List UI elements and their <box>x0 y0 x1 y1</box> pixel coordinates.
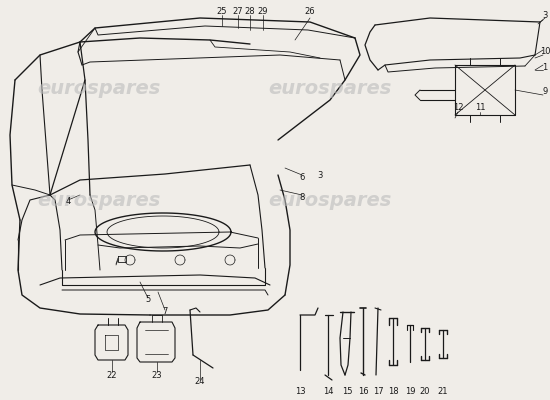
Text: 21: 21 <box>438 388 448 396</box>
Text: 26: 26 <box>305 8 315 16</box>
Text: eurospares: eurospares <box>37 190 161 210</box>
Text: 7: 7 <box>162 308 168 316</box>
Text: 9: 9 <box>542 88 548 96</box>
Text: 20: 20 <box>420 388 430 396</box>
Text: 3: 3 <box>317 170 323 180</box>
Text: 29: 29 <box>258 8 268 16</box>
Text: 28: 28 <box>245 8 255 16</box>
Text: 18: 18 <box>388 388 398 396</box>
Text: 14: 14 <box>323 388 333 396</box>
Text: 24: 24 <box>195 378 205 386</box>
Text: 15: 15 <box>342 388 352 396</box>
Text: 19: 19 <box>405 388 415 396</box>
Text: 23: 23 <box>152 370 162 380</box>
Text: 16: 16 <box>358 388 368 396</box>
Text: 10: 10 <box>540 48 550 56</box>
Text: 8: 8 <box>299 194 305 202</box>
Text: 12: 12 <box>453 104 463 112</box>
Text: 27: 27 <box>233 8 243 16</box>
Text: 13: 13 <box>295 388 305 396</box>
Text: eurospares: eurospares <box>268 190 392 210</box>
Text: 3: 3 <box>542 12 548 20</box>
Text: 6: 6 <box>299 174 305 182</box>
Text: eurospares: eurospares <box>268 78 392 98</box>
Text: 17: 17 <box>373 388 383 396</box>
Text: 4: 4 <box>65 198 70 206</box>
Text: 22: 22 <box>107 370 117 380</box>
Text: 25: 25 <box>217 8 227 16</box>
Text: eurospares: eurospares <box>37 78 161 98</box>
Text: 1: 1 <box>542 64 548 72</box>
Text: 5: 5 <box>145 296 151 304</box>
Text: 11: 11 <box>475 104 485 112</box>
